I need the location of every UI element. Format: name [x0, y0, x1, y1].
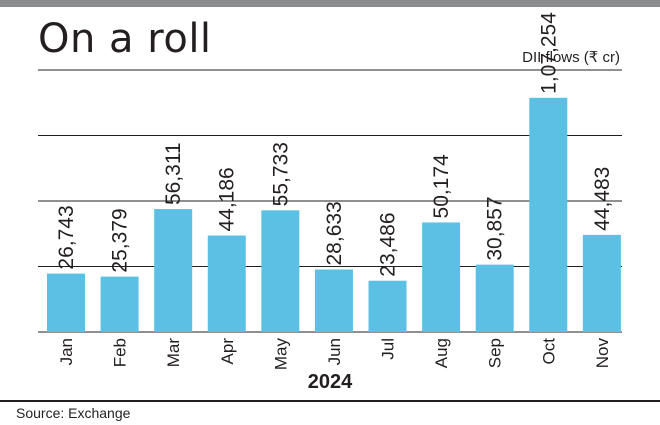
- bar-oct: [529, 97, 568, 332]
- source-note: Source: Exchange: [16, 405, 131, 421]
- category-label-aug: Aug: [432, 338, 451, 368]
- category-label-nov: Nov: [593, 338, 612, 369]
- category-label-jul: Jul: [379, 338, 398, 360]
- bottom-rule: [0, 400, 660, 402]
- category-label-mar: Mar: [164, 338, 183, 368]
- value-label-sep: 30,857: [484, 196, 507, 260]
- value-label-jul: 23,486: [377, 212, 400, 276]
- bar-jul: [368, 280, 407, 332]
- category-label-jun: Jun: [325, 338, 344, 365]
- category-label-jan: Jan: [57, 338, 76, 365]
- bar-nov: [582, 234, 621, 332]
- value-label-jan: 26,743: [55, 205, 78, 269]
- bar-may: [261, 210, 300, 332]
- value-label-nov: 44,483: [591, 167, 614, 231]
- value-label-feb: 25,379: [109, 208, 132, 272]
- value-label-mar: 56,311: [162, 142, 185, 205]
- category-label-sep: Sep: [486, 338, 505, 368]
- top-accent-bar: [0, 0, 660, 7]
- bar-aug: [422, 222, 461, 332]
- value-label-jun: 28,633: [323, 201, 346, 265]
- bar-jun: [314, 269, 353, 332]
- chart-title: On a roll: [38, 16, 212, 62]
- bar-sep: [475, 264, 514, 332]
- bar-jan: [47, 273, 85, 332]
- bar-feb: [100, 276, 139, 332]
- bar-mar: [154, 209, 193, 332]
- value-label-apr: 44,186: [216, 167, 239, 231]
- value-label-aug: 50,174: [430, 154, 453, 219]
- value-label-may: 55,733: [269, 142, 292, 206]
- bar-apr: [207, 235, 246, 332]
- value-label-oct: 1,07,254: [537, 12, 560, 94]
- category-label-apr: Apr: [218, 338, 237, 365]
- category-label-feb: Feb: [111, 338, 130, 367]
- category-label-oct: Oct: [539, 338, 558, 365]
- unit-label: DII flows (₹ cr): [522, 49, 620, 66]
- x-axis-title: 2024: [307, 371, 353, 393]
- category-label-may: May: [271, 338, 290, 371]
